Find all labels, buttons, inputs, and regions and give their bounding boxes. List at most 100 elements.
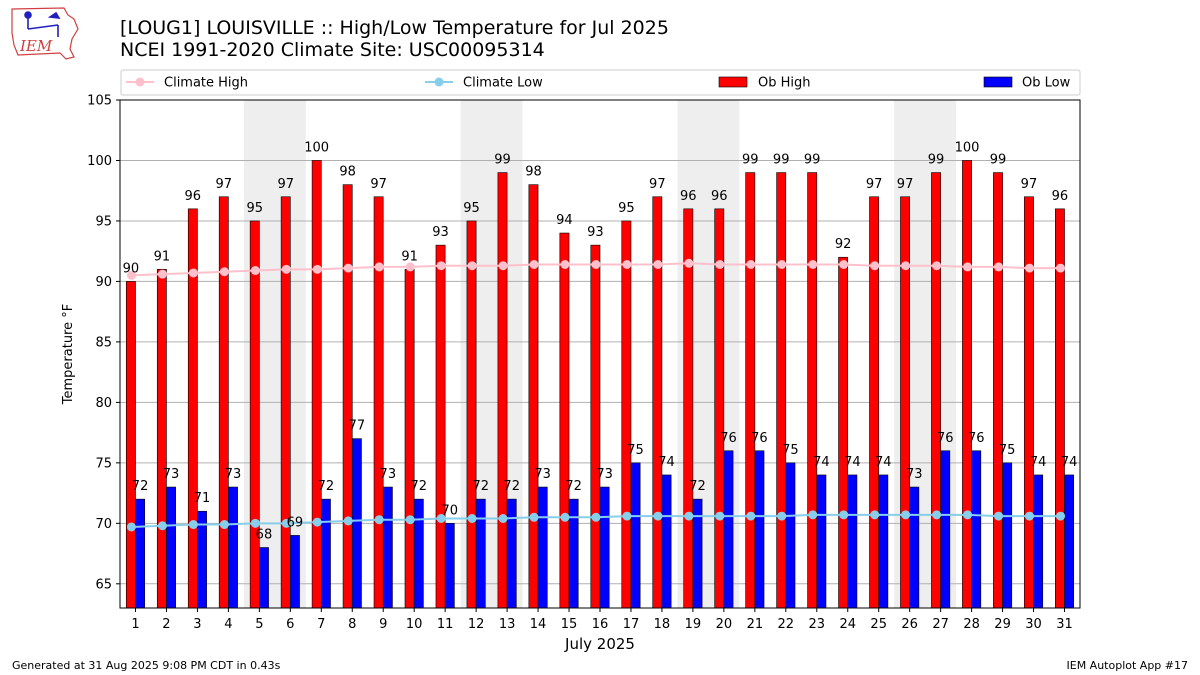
climate-low-point xyxy=(715,511,725,521)
ob-low-bar xyxy=(816,474,827,609)
ob-low-label: 72 xyxy=(565,479,582,494)
x-tick-label: 25 xyxy=(870,617,887,632)
climate-low-point xyxy=(777,511,787,521)
legend-climate-high-label: Climate High xyxy=(164,76,248,91)
climate-high-point xyxy=(808,259,818,269)
ob-low-label: 76 xyxy=(720,431,737,446)
ob-low-label: 76 xyxy=(968,431,985,446)
climate-low-point xyxy=(250,518,260,528)
iem-logo: IEM xyxy=(11,7,79,60)
climate-low-point xyxy=(1056,511,1066,521)
ob-low-bars xyxy=(135,438,1075,609)
ob-low-bar xyxy=(506,498,517,609)
ob-high-bar xyxy=(962,160,972,609)
ob-low-bar xyxy=(630,462,641,609)
y-tick-label: 75 xyxy=(95,456,112,471)
x-tick-label: 10 xyxy=(406,617,423,632)
ob-low-bar xyxy=(568,498,579,609)
ob-low-bar xyxy=(971,450,982,609)
climate-high-point xyxy=(653,259,663,269)
climate-low-point xyxy=(870,510,880,520)
ob-low-bar xyxy=(382,486,393,609)
climate-high-point xyxy=(250,266,260,276)
ob-low-bar xyxy=(537,486,548,609)
ob-low-label: 72 xyxy=(318,479,335,494)
ob-high-label: 99 xyxy=(804,153,821,168)
ob-low-label: 73 xyxy=(163,467,180,482)
ob-high-bar xyxy=(838,256,849,609)
ob-low-bar xyxy=(723,450,734,609)
climate-low-point xyxy=(126,522,136,532)
y-axis: 65 70 75 80 85 90 95 100 105 xyxy=(87,94,120,592)
ob-high-label: 97 xyxy=(649,177,666,192)
x-tick-label: 1 xyxy=(131,617,139,632)
climate-high-point xyxy=(994,262,1004,272)
climate-low-point xyxy=(436,513,446,523)
ob-low-label: 72 xyxy=(132,479,149,494)
y-tick-label: 65 xyxy=(95,577,112,592)
climate-lines xyxy=(126,258,1066,532)
climate-high-point xyxy=(498,261,508,271)
climate-low-point xyxy=(405,515,415,525)
ob-high-bar xyxy=(683,208,694,609)
ob-low-label: 73 xyxy=(380,467,397,482)
ob-high-bar xyxy=(156,269,167,609)
ob-high-bar xyxy=(931,172,941,609)
ob-high-bar xyxy=(776,172,787,609)
legend-ob-low-label: Ob Low xyxy=(1022,76,1071,91)
ob-high-bar xyxy=(559,232,570,609)
ob-high-label: 97 xyxy=(866,177,883,192)
ob-high-label: 99 xyxy=(990,153,1007,168)
climate-low-point xyxy=(839,510,849,520)
ob-low-bar xyxy=(320,498,331,609)
x-tick-label: 4 xyxy=(224,617,232,632)
ob-low-label: 76 xyxy=(937,431,954,446)
climate-high-point xyxy=(374,262,384,272)
y-tick-label: 90 xyxy=(95,275,112,290)
ob-high-bar xyxy=(621,220,632,609)
x-axis: 1 2 3 4 5 6 7 8 9 10 11 12 13 14 15 16 17 18 19 20 21 22 23 24 2… xyxy=(131,608,1073,632)
ob-high-bar xyxy=(342,184,353,609)
ob-low-label: 74 xyxy=(1030,455,1047,470)
ob-high-bar xyxy=(435,244,446,609)
climate-high-point xyxy=(467,261,477,271)
climate-low-point xyxy=(591,512,601,522)
climate-high-point xyxy=(901,261,911,271)
ob-low-label: 74 xyxy=(1061,455,1078,470)
ob-low-label: 75 xyxy=(999,443,1016,458)
ob-low-label: 71 xyxy=(194,491,211,506)
ob-high-bar xyxy=(807,172,818,609)
ob-high-label: 96 xyxy=(1052,189,1069,204)
climate-low-point xyxy=(281,518,291,528)
ob-high-label: 96 xyxy=(711,189,728,204)
climate-low-point xyxy=(808,510,818,520)
ob-low-bar xyxy=(228,486,238,609)
ob-low-label: 74 xyxy=(658,455,675,470)
climate-high-point xyxy=(126,270,136,280)
ob-low-label: 73 xyxy=(596,467,613,482)
x-tick-label: 6 xyxy=(286,617,294,632)
ob-high-label: 96 xyxy=(680,189,697,204)
ob-low-bar xyxy=(599,486,610,609)
ob-high-bar xyxy=(280,196,291,609)
ob-low-bar xyxy=(847,474,858,609)
legend-ob-low-swatch xyxy=(983,76,1013,88)
climate-low-point xyxy=(560,512,570,522)
y-tick-label: 85 xyxy=(95,335,112,350)
x-tick-label: 21 xyxy=(747,617,764,632)
climate-low-point xyxy=(529,512,539,522)
climate-high-point xyxy=(777,259,787,269)
x-tick-label: 29 xyxy=(994,617,1011,632)
climate-high-point xyxy=(1056,263,1066,273)
ob-low-label: 70 xyxy=(441,503,458,518)
ob-low-label: 75 xyxy=(782,443,799,458)
x-tick-label: 22 xyxy=(778,617,795,632)
ob-low-label: 72 xyxy=(503,479,520,494)
ob-high-label: 99 xyxy=(928,153,945,168)
ob-high-bar xyxy=(900,196,910,609)
climate-high-point xyxy=(622,259,632,269)
y-tick-label: 105 xyxy=(87,94,112,109)
x-tick-label: 26 xyxy=(901,617,918,632)
climate-high-point xyxy=(188,268,198,278)
x-tick-label: 17 xyxy=(623,617,640,632)
